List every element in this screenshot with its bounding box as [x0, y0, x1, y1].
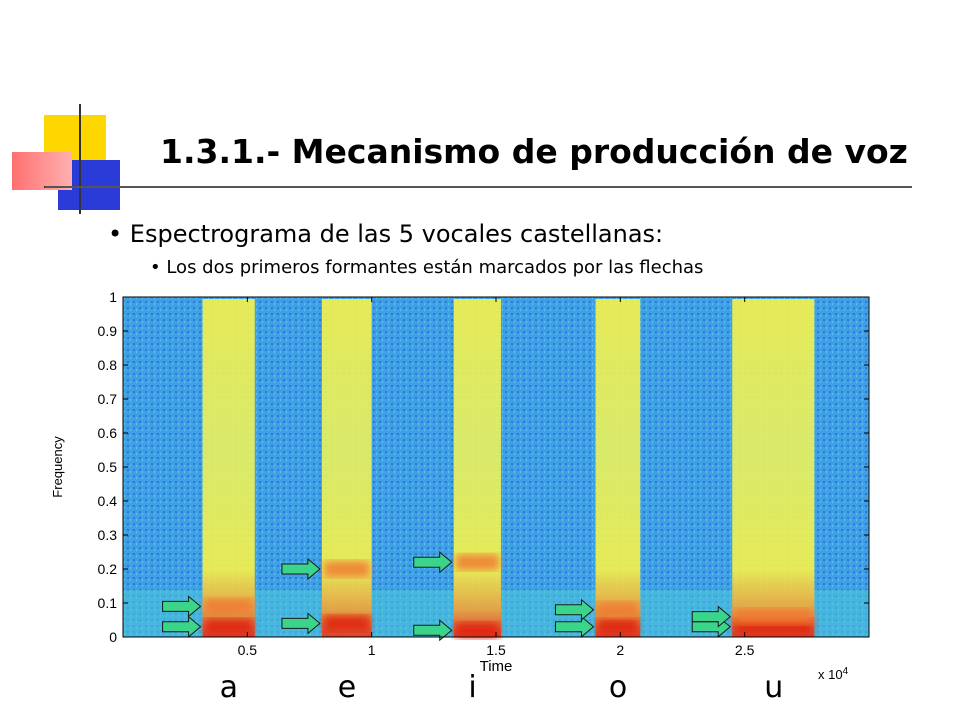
bullet-sub: • Los dos primeros formantes están marca… [150, 257, 704, 278]
vowel-segment [202, 299, 255, 637]
formant-band [323, 561, 370, 577]
formant-band [204, 618, 253, 635]
formant-band [455, 554, 499, 571]
bullet-main-text: Espectrograma de las 5 vocales castellan… [129, 220, 664, 248]
vowel-segment [321, 299, 372, 637]
vowel-label: u [764, 670, 784, 705]
x-tick-label: 0.5 [238, 642, 258, 658]
formant-arrow [281, 612, 321, 635]
title-underline [45, 186, 912, 188]
formant-arrow [281, 557, 321, 581]
y-tick-label: 0.6 [98, 425, 118, 441]
x-tick-label: 1.5 [486, 642, 506, 658]
y-tick-label: 0.8 [98, 357, 118, 373]
formant-band [204, 598, 253, 615]
y-tick-label: 0.2 [98, 561, 118, 577]
y-tick-label: 0.7 [98, 391, 118, 407]
y-tick-label: 0.1 [98, 595, 118, 611]
formant-arrow [413, 551, 453, 574]
bullet-main: • Espectrograma de las 5 vocales castell… [108, 220, 664, 248]
vowel-label: e [337, 670, 357, 705]
bullet-sub-text: Los dos primeros formantes están marcado… [166, 257, 704, 278]
y-tick-label: 0.3 [98, 527, 118, 543]
formant-band [597, 601, 639, 618]
slide-title: 1.3.1.- Mecanismo de producción de voz [160, 132, 908, 171]
formant-arrow [162, 615, 202, 638]
vowel-label: o [608, 670, 628, 705]
x-multiplier: x 104 [818, 666, 849, 682]
formant-arrow [413, 619, 453, 642]
formant-arrow [691, 605, 732, 628]
formant-arrow [162, 595, 202, 618]
y-tick-label: 0.9 [98, 323, 118, 339]
vowel-segment [732, 299, 815, 637]
y-tick-label: 0.4 [98, 493, 118, 509]
y-tick-label: 0.5 [98, 459, 118, 475]
x-tick-label: 2 [616, 642, 624, 658]
x-tick-label: 1 [368, 642, 376, 658]
x-axis-label: Time [480, 658, 513, 675]
formant-arrow [554, 615, 595, 638]
formant-band [734, 608, 813, 625]
y-tick-label: 0 [109, 629, 117, 645]
vowel-label: a [219, 670, 239, 705]
vowel-segment [595, 299, 641, 637]
vowel-label: i [468, 670, 477, 705]
formant-band [323, 615, 370, 632]
x-multiplier-exponent: 4 [843, 666, 849, 677]
vowel-segment [453, 299, 501, 637]
formant-band [597, 618, 639, 635]
x-tick-label: 2.5 [735, 642, 755, 658]
formant-arrow [554, 598, 595, 621]
y-tick-label: 1 [109, 289, 117, 305]
formant-band [455, 622, 499, 639]
y-axis-label: Frequency [50, 436, 65, 498]
